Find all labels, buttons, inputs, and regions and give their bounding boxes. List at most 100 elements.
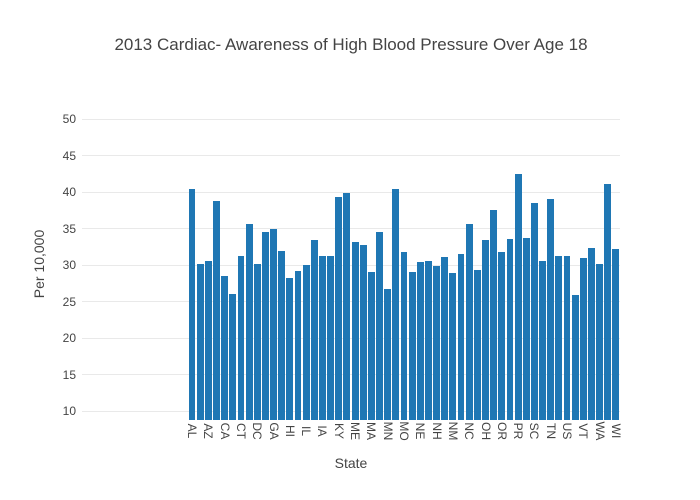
y-tick-label-50: 50 (62, 112, 76, 127)
gridline-y-35 (82, 228, 620, 230)
bar-PR[interactable] (514, 173, 522, 420)
x-tick-label-GA: GA (266, 422, 281, 440)
gridline-y-20 (82, 337, 620, 339)
bar-NJ[interactable] (441, 257, 449, 420)
bar-OK[interactable] (490, 210, 498, 420)
bar-WA[interactable] (596, 263, 604, 420)
bar-VT[interactable] (579, 257, 587, 420)
bar-UT[interactable] (571, 295, 579, 420)
y-tick-label-15: 15 (62, 367, 76, 382)
x-tick-label-OR: OR (494, 422, 509, 440)
bar-IN[interactable] (310, 240, 318, 420)
bar-NC[interactable] (465, 224, 473, 420)
x-tick-label-WI: WI (608, 423, 623, 439)
bar-SD[interactable] (539, 260, 546, 420)
bar-MN[interactable] (384, 288, 392, 420)
bar-ID[interactable] (294, 271, 302, 420)
bar-DC[interactable] (253, 264, 261, 420)
bar-MI[interactable] (376, 231, 383, 420)
x-tick-label-DC: DC (250, 422, 265, 440)
x-tick-label-HI: HI (282, 425, 297, 437)
y-tick-label-40: 40 (62, 185, 76, 200)
bar-NH[interactable] (433, 265, 441, 420)
x-tick-label-CA: CA (217, 422, 232, 440)
bar-AL[interactable] (188, 189, 196, 420)
bar-AZ[interactable] (204, 260, 212, 420)
bar-ND[interactable] (473, 269, 481, 420)
bar-CO[interactable] (229, 294, 237, 420)
bar-FL[interactable] (261, 232, 269, 420)
bar-AR[interactable] (213, 200, 220, 420)
gridline-y-10 (82, 410, 620, 412)
x-tick-label-US: US (560, 422, 575, 440)
bar-MO[interactable] (400, 252, 408, 420)
bar-LA[interactable] (343, 192, 351, 420)
bar-AK[interactable] (196, 264, 204, 420)
bar-NE[interactable] (416, 262, 424, 420)
x-tick-label-NC: NC (462, 422, 477, 440)
bar-MA[interactable] (367, 271, 375, 420)
x-tick-label-MA: MA (364, 422, 379, 440)
x-tick-label-MO: MO (396, 421, 411, 441)
y-tick-label-30: 30 (62, 258, 76, 273)
x-tick-label-PR: PR (511, 422, 526, 440)
x-tick-label-AZ: AZ (201, 423, 216, 439)
bar-CT[interactable] (237, 256, 245, 420)
x-tick-label-TN: TN (543, 423, 558, 439)
bar-ME[interactable] (351, 241, 359, 420)
bar-NY[interactable] (457, 254, 465, 420)
bar-OR[interactable] (498, 252, 506, 420)
bar-CA[interactable] (221, 276, 229, 420)
gridline-y-40 (82, 191, 620, 193)
bar-OH[interactable] (482, 240, 489, 420)
bar-VA[interactable] (588, 248, 595, 420)
x-tick-label-CT: CT (233, 423, 248, 439)
x-axis-title: State (334, 455, 368, 471)
bar-KY[interactable] (335, 197, 343, 420)
bar-GU[interactable] (278, 251, 286, 420)
bar-US[interactable] (563, 255, 571, 420)
bar-WI[interactable] (612, 249, 620, 420)
gridline-y-25 (82, 301, 620, 303)
bar-KS[interactable] (327, 256, 335, 420)
x-tick-label-NH: NH (429, 422, 444, 440)
bar-PA[interactable] (506, 238, 514, 420)
bar-IL[interactable] (302, 265, 310, 420)
bar-RI[interactable] (522, 238, 530, 420)
bar-NM[interactable] (449, 272, 457, 420)
gridline-y-45 (82, 155, 620, 157)
bar-HI[interactable] (286, 277, 294, 420)
x-tick-label-VT: VT (576, 423, 591, 439)
x-tick-label-WA: WA (592, 421, 607, 441)
bar-MT[interactable] (408, 271, 416, 420)
x-tick-label-ME: ME (348, 422, 363, 440)
x-tick-label-NE: NE (413, 422, 428, 440)
y-tick-label-35: 35 (62, 221, 76, 236)
bar-WV[interactable] (604, 184, 612, 420)
x-tick-label-NM: NM (445, 421, 460, 441)
gridline-y-50 (82, 118, 620, 120)
bar-SC[interactable] (530, 203, 538, 420)
bar-TN[interactable] (547, 199, 555, 420)
y-tick-label-45: 45 (62, 148, 76, 163)
x-tick-label-KY: KY (331, 422, 346, 440)
x-tick-label-SC: SC (527, 422, 542, 440)
bar-TX[interactable] (555, 256, 563, 420)
bar-IA[interactable] (319, 255, 326, 420)
bar-GA[interactable] (270, 228, 277, 420)
gridline-y-15 (82, 374, 620, 376)
x-tick-label-OH: OH (478, 422, 493, 440)
bar-MS[interactable] (392, 189, 400, 420)
bar-NV[interactable] (424, 260, 432, 420)
x-tick-label-IL: IL (299, 425, 314, 437)
bar-MD[interactable] (359, 245, 367, 420)
x-tick-label-MN: MN (380, 421, 395, 441)
x-tick-label-AL: AL (185, 423, 200, 439)
y-tick-label-10: 10 (62, 404, 76, 419)
y-tick-label-20: 20 (62, 331, 76, 346)
bar-DE[interactable] (245, 223, 253, 420)
x-tick-label-IA: IA (315, 425, 330, 437)
chart-title: 2013 Cardiac- Awareness of High Blood Pr… (114, 35, 588, 54)
gridline-y-30 (82, 264, 620, 266)
